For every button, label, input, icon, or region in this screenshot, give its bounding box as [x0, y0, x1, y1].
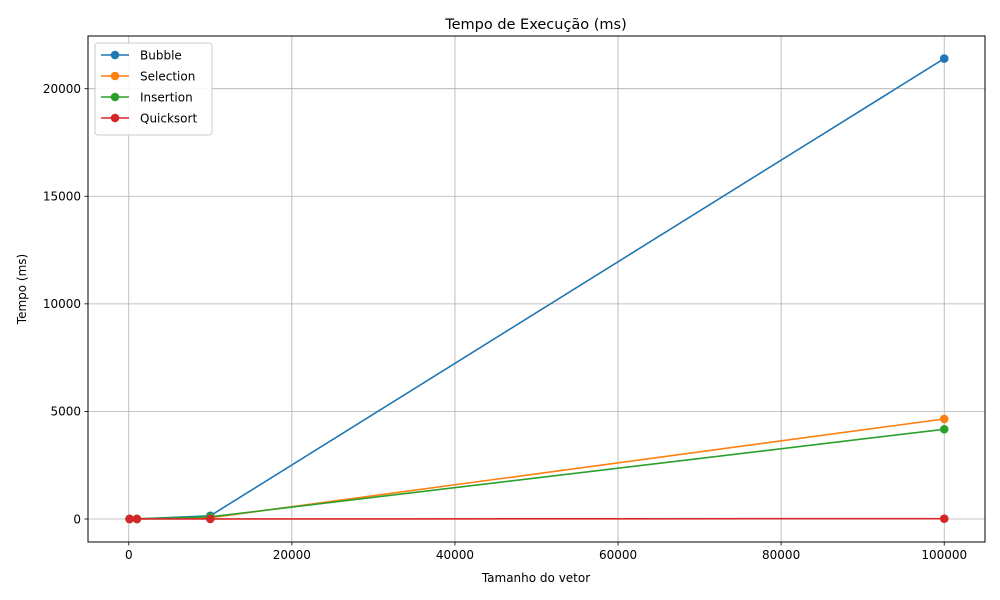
x-tick-label: 80000 [762, 548, 800, 562]
x-tick-label: 20000 [273, 548, 311, 562]
data-point-insertion [939, 424, 949, 434]
y-tick-label: 0 [73, 512, 81, 526]
data-point-quicksort [132, 514, 142, 524]
data-point-quicksort [939, 514, 949, 523]
data-point-quicksort [125, 514, 134, 524]
x-tick-label: 0 [125, 548, 133, 562]
x-tick-label: 60000 [599, 548, 637, 562]
plot-frame [87, 35, 986, 543]
legend-item-selection: Selection [101, 69, 195, 83]
x-axis-ticks: 0 20000 40000 60000 80000 100000 [125, 542, 967, 562]
legend-swatch-marker [110, 71, 120, 81]
data-point-bubble [939, 54, 949, 63]
legend-swatch-marker [110, 50, 120, 60]
legend-label: Bubble [140, 48, 182, 62]
legend-item-bubble: Bubble [101, 48, 182, 62]
x-tick-label: 40000 [436, 548, 474, 562]
x-axis-label: Tamanho do vetor [481, 571, 590, 585]
series-quicksort [125, 514, 949, 524]
x-tick-label: 100000 [921, 548, 967, 562]
legend-box [94, 42, 213, 136]
y-tick-label: 15000 [43, 190, 81, 204]
data-point-selection [939, 414, 949, 424]
chart-title: Tempo de Execução (ms) [444, 17, 627, 33]
y-axis-ticks: 0 5000 10000 15000 20000 [43, 82, 88, 526]
y-axis-label: Tempo (ms) [15, 254, 29, 325]
y-tick-label: 20000 [43, 82, 81, 96]
legend-label: Insertion [140, 90, 193, 104]
legend-swatch-marker [110, 113, 120, 123]
legend-swatch-marker [110, 92, 120, 102]
series-lines [125, 54, 949, 524]
y-tick-label: 5000 [50, 405, 81, 419]
legend-item-quicksort: Quicksort [101, 111, 197, 125]
y-tick-label: 10000 [43, 297, 81, 311]
legend-label: Selection [140, 69, 195, 83]
data-point-quicksort [206, 514, 215, 524]
legend-item-insertion: Insertion [101, 90, 193, 104]
legend: Bubble Selection Insertion Quicksort [94, 42, 213, 136]
legend-label: Quicksort [140, 111, 197, 125]
